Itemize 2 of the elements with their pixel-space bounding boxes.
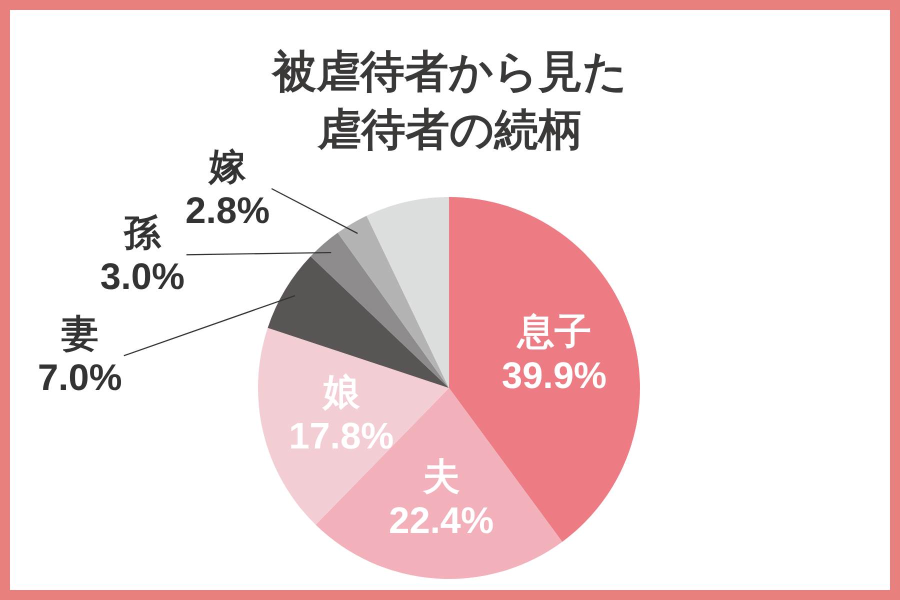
title: 被虐待者から見た [272, 48, 628, 96]
title: 虐待者の続柄 [318, 106, 582, 154]
